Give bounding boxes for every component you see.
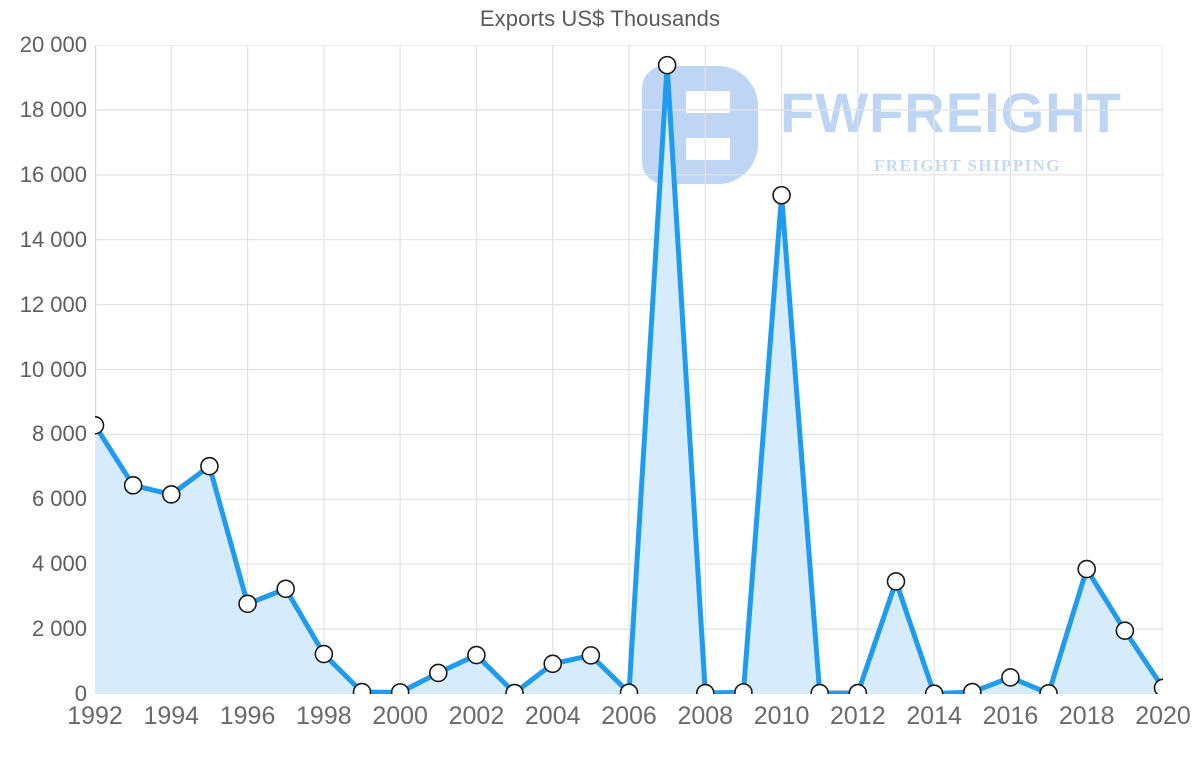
data-point-marker (161, 485, 181, 504)
x-axis-tick-label: 2004 (524, 702, 581, 730)
data-point-marker (848, 683, 868, 694)
data-point-marker (428, 663, 448, 683)
data-point-marker (924, 684, 944, 694)
y-axis-tick-label: 4 000 (31, 551, 87, 577)
x-axis-tick-label: 2018 (1058, 702, 1115, 730)
data-point-marker (390, 683, 410, 694)
x-axis-tick-label: 2014 (906, 702, 962, 730)
data-point-marker (95, 416, 105, 435)
y-axis-tick-label: 18 000 (19, 96, 87, 122)
y-axis-tick-label: 10 000 (19, 356, 87, 382)
chart-svg (95, 45, 1163, 694)
area-fill (95, 65, 1163, 694)
data-point-marker (962, 682, 982, 694)
x-axis-tick-label: 2016 (982, 702, 1039, 730)
x-axis-tick-label: 2002 (448, 702, 505, 730)
data-point-marker (1077, 559, 1097, 579)
data-point-marker (1001, 668, 1020, 687)
area-path (95, 65, 1163, 694)
x-axis-tick-label: 1998 (296, 702, 352, 730)
data-point-marker (505, 683, 524, 694)
y-axis-tick-label: 8 000 (31, 421, 87, 447)
y-axis-tick-label: 6 000 (31, 486, 87, 512)
plot-area (95, 45, 1163, 694)
data-point-marker (123, 476, 143, 495)
y-axis-tick-label: 16 000 (19, 161, 87, 187)
data-point-marker (810, 683, 830, 694)
data-point-marker (695, 683, 715, 694)
data-point-marker (276, 579, 296, 599)
data-point-marker (886, 572, 906, 591)
x-axis-tick-label: 2020 (1135, 702, 1191, 730)
data-point-marker (467, 645, 486, 665)
y-axis-tick-label: 0 (74, 681, 87, 706)
y-axis-tick-label: 12 000 (19, 291, 87, 317)
gridlines (95, 45, 1163, 694)
data-point-marker (543, 654, 563, 674)
data-point-marker (238, 594, 257, 614)
y-axis-tick-label: 20 000 (19, 32, 87, 57)
data-point-marker (657, 55, 677, 75)
data-point-marker (772, 185, 791, 205)
data-point-marker (314, 644, 334, 664)
data-point-marker (200, 456, 219, 476)
x-axis-tick-label: 1996 (219, 702, 276, 730)
y-axis-tick-label: 2 000 (31, 616, 87, 642)
x-axis-tick-label: 1994 (143, 702, 200, 730)
x-axis-tick-label: 2010 (753, 702, 810, 730)
x-axis-tick-label: 1992 (67, 702, 123, 730)
y-axis-tick-label: 14 000 (19, 226, 87, 252)
data-point-marker (1153, 678, 1163, 694)
x-axis-tick-label: 2006 (601, 702, 657, 730)
x-axis-tick-label: 2000 (372, 702, 428, 730)
chart-title: Exports US$ Thousands (479, 6, 721, 31)
data-point-marker (1115, 621, 1135, 641)
data-point-marker (619, 683, 639, 694)
data-markers (95, 55, 1163, 694)
x-axis-tick-label: 2008 (677, 702, 734, 730)
data-point-marker (1039, 684, 1058, 694)
x-axis-tick-label: 2012 (830, 702, 886, 730)
data-point-marker (352, 682, 372, 694)
data-point-marker (581, 646, 601, 665)
data-point-marker (734, 683, 753, 694)
